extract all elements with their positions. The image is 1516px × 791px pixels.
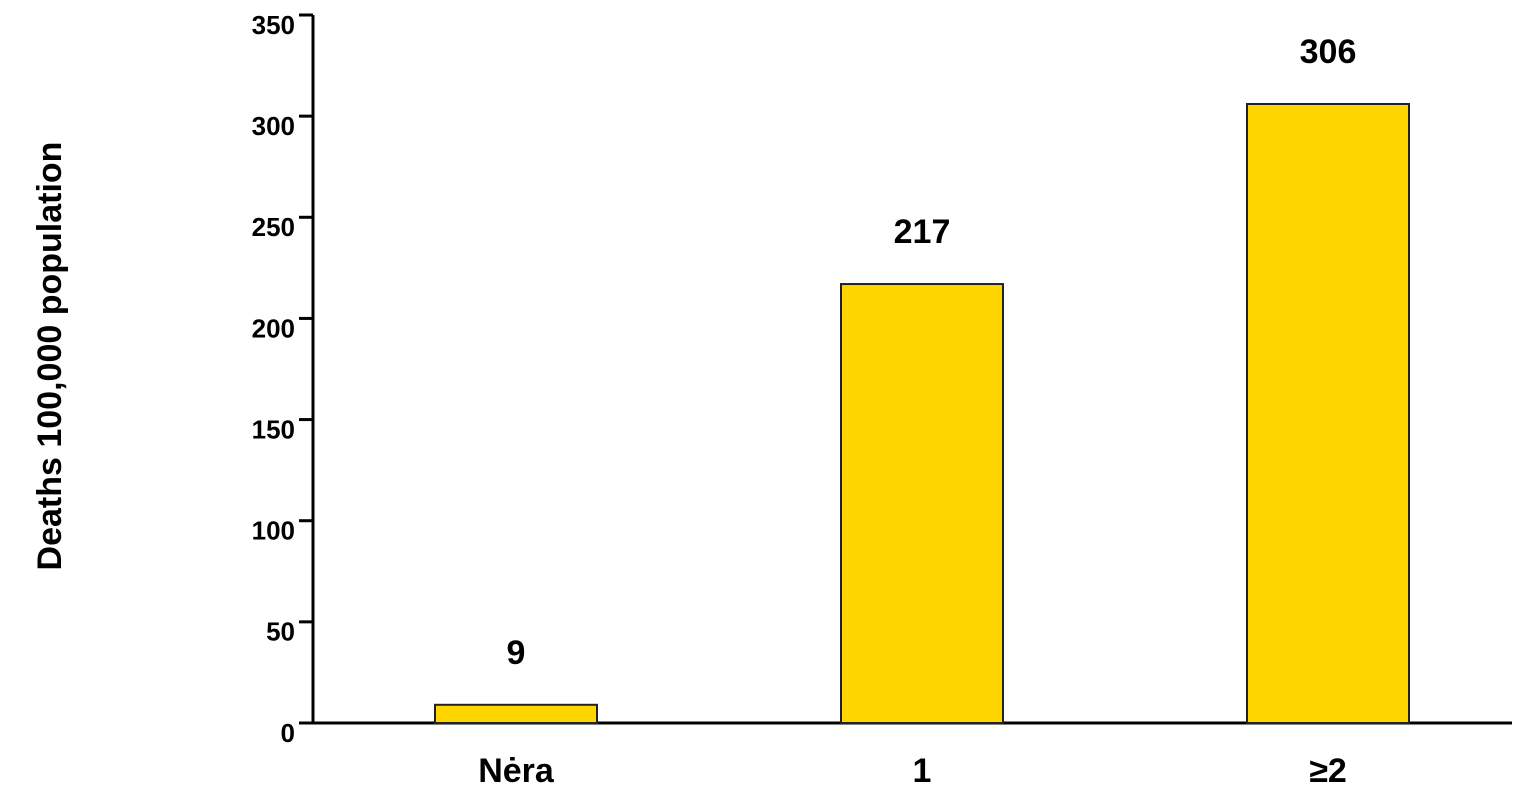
y-tick-label: 350 [252,10,295,40]
value-label: 306 [1300,33,1357,71]
x-tick-label: 1 [913,752,932,790]
y-tick-label: 50 [266,617,295,647]
y-tick-label: 200 [252,313,295,343]
y-axis-label: Deaths 100,000 population [31,142,69,571]
y-tick-label: 150 [252,414,295,444]
y-tick-label: 250 [252,212,295,242]
x-tick-label: Nėra [478,752,555,790]
y-tick-label: 300 [252,111,295,141]
value-label: 217 [894,213,951,251]
bar [1246,103,1410,724]
bar [434,703,598,725]
bar [840,283,1004,724]
x-tick-label: ≥2 [1309,752,1347,790]
y-tick-label: 0 [281,718,295,748]
y-tick-label: 100 [252,516,295,546]
value-label: 9 [507,634,526,672]
